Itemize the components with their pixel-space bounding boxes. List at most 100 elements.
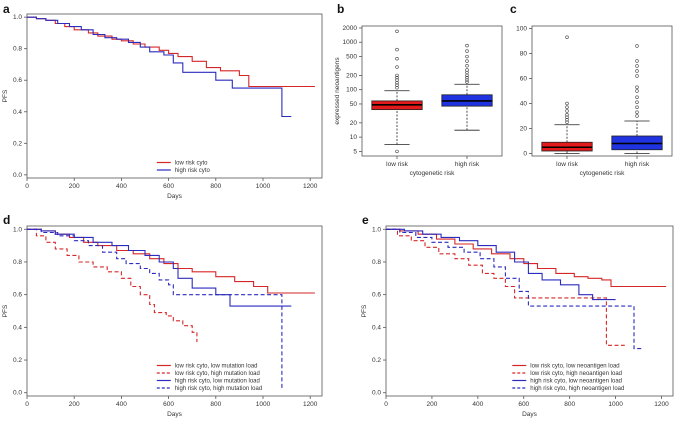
outlier-point-b-1 bbox=[395, 29, 399, 34]
outlier-point-c-2 bbox=[635, 64, 639, 68]
legend-label-d-4: high risk cyto, high mutation load bbox=[175, 386, 262, 392]
outlier-point-c-2 bbox=[635, 74, 639, 78]
x-tick-label-a: 200 bbox=[69, 183, 80, 190]
outlier-point-c-2 bbox=[635, 89, 639, 93]
x-tick-label-a: 1000 bbox=[256, 183, 271, 190]
panel-letter-b: b bbox=[337, 2, 344, 16]
y-tick-label-a: 0.6 bbox=[13, 77, 22, 84]
y-tick-label-b: 5 bbox=[353, 148, 357, 155]
outlier-point-c-1 bbox=[565, 120, 569, 124]
panel-letter-c: c bbox=[510, 2, 517, 16]
y-tick-label-b: 10 bbox=[350, 134, 358, 141]
km-curve-a-1 bbox=[27, 16, 315, 88]
x-tick-label-e: 0 bbox=[384, 401, 388, 408]
y-axis-label-e: PFS bbox=[361, 304, 368, 317]
x-tick-label-e: 800 bbox=[564, 401, 575, 408]
x-tick-label-d: 400 bbox=[116, 401, 127, 408]
outlier-point-c-2 bbox=[635, 105, 639, 109]
km-curve-d-4 bbox=[27, 228, 283, 390]
x-axis-label-e: Days bbox=[522, 411, 538, 418]
x-tick-label-d: 200 bbox=[69, 401, 80, 408]
x-tick-label-a: 400 bbox=[116, 183, 127, 190]
y-tick-label-e: 0.2 bbox=[372, 357, 381, 364]
y-tick-label-c: 60 bbox=[520, 76, 528, 83]
y-tick-label-c: 20 bbox=[520, 126, 528, 133]
y-tick-label-b: 100 bbox=[346, 87, 357, 94]
km-curve-e-3 bbox=[386, 228, 616, 301]
legend-label-e-4: high risk cyto, high neoantigen load bbox=[530, 386, 624, 392]
y-axis-label-d: PFS bbox=[2, 304, 9, 317]
outlier-point-c-2 bbox=[635, 114, 639, 118]
legend-label-d-2: low risk cyto, high mutation load bbox=[175, 371, 260, 377]
x-tick-label-d: 800 bbox=[210, 401, 221, 408]
y-tick-label-e: 1.0 bbox=[372, 226, 381, 233]
outlier-point-c-2 bbox=[635, 85, 639, 89]
y-tick-label-d: 0.6 bbox=[13, 292, 22, 299]
outlier-point-c-1 bbox=[565, 109, 569, 113]
plot-frame-c bbox=[531, 25, 673, 157]
outlier-point-b-2 bbox=[465, 43, 469, 48]
y-tick-label-a: 0.4 bbox=[13, 109, 22, 116]
y-tick-label-d: 0.0 bbox=[13, 390, 22, 397]
outlier-point-b-1 bbox=[395, 65, 399, 69]
outlier-point-c-1 bbox=[565, 115, 569, 119]
x-tick-label-a: 600 bbox=[163, 183, 174, 190]
x-tick-label-a: 0 bbox=[25, 183, 29, 190]
x-tick-label-b: high risk bbox=[455, 161, 480, 168]
km-curve-e-4 bbox=[386, 228, 644, 350]
y-tick-label-b: 200 bbox=[346, 72, 357, 79]
outlier-point-c-2 bbox=[635, 110, 639, 114]
y-tick-label-d: 0.2 bbox=[13, 357, 22, 364]
y-tick-label-b: 20 bbox=[350, 120, 358, 127]
plot-frame-a bbox=[26, 13, 323, 179]
y-tick-label-a: 0.2 bbox=[13, 140, 22, 147]
x-tick-label-e: 600 bbox=[518, 401, 529, 408]
outlier-point-c-1 bbox=[565, 35, 569, 39]
km-curve-a-2 bbox=[27, 16, 292, 118]
x-tick-label-e: 400 bbox=[472, 401, 483, 408]
outlier-point-c-1 bbox=[565, 105, 569, 109]
y-tick-label-a: 0.8 bbox=[13, 46, 22, 53]
plot-frame-e bbox=[385, 225, 674, 397]
x-axis-label-b: cytogenetic risk bbox=[410, 170, 456, 177]
x-tick-label-c: low risk bbox=[556, 161, 578, 168]
outlier-point-c-2 bbox=[635, 44, 639, 48]
x-tick-label-d: 600 bbox=[163, 401, 174, 408]
legend-label-e-1: low risk cyto, low neoantigen load bbox=[530, 364, 619, 370]
outlier-point-b-1 bbox=[395, 73, 399, 78]
outlier-point-b-2 bbox=[465, 80, 469, 84]
outlier-point-c-1 bbox=[565, 113, 569, 117]
x-tick-label-d: 1000 bbox=[256, 401, 271, 408]
y-tick-label-b: 1000 bbox=[343, 39, 358, 46]
outlier-point-b-2 bbox=[465, 49, 469, 53]
y-tick-label-a: 1.0 bbox=[13, 14, 22, 21]
km-curve-e-1 bbox=[386, 228, 667, 288]
outlier-point-c-2 bbox=[635, 100, 639, 104]
km-curve-d-3 bbox=[27, 228, 292, 307]
y-tick-label-b: 500 bbox=[346, 54, 357, 61]
x-axis-label-d: Days bbox=[167, 411, 183, 418]
outlier-point-c-2 bbox=[635, 69, 639, 73]
panel-letter-d: d bbox=[3, 213, 10, 227]
y-axis-label-a: PFS bbox=[2, 89, 9, 102]
legend-label-e-3: high risk cyto, low neoantigen load bbox=[530, 379, 622, 385]
outlier-point-b-1 bbox=[395, 75, 399, 80]
y-tick-label-d: 0.8 bbox=[13, 259, 22, 266]
outlier-point-b-2 bbox=[465, 75, 469, 80]
legend-label-a-2: high risk cyto bbox=[175, 168, 211, 174]
x-tick-label-a: 1200 bbox=[303, 183, 318, 190]
x-tick-label-a: 800 bbox=[210, 183, 221, 190]
outlier-point-b-2 bbox=[465, 78, 469, 82]
y-tick-label-a: 0.0 bbox=[13, 172, 22, 179]
outlier-point-c-2 bbox=[635, 59, 639, 63]
outlier-point-b-2 bbox=[465, 68, 469, 72]
y-axis-label-b: expressed neoantigens bbox=[334, 57, 341, 125]
y-tick-label-b: 2000 bbox=[343, 25, 358, 32]
outlier-point-b-1 bbox=[395, 56, 399, 61]
outlier-point-b-1 bbox=[395, 83, 399, 87]
y-tick-label-e: 0.6 bbox=[372, 292, 381, 299]
km-curve-e-2 bbox=[386, 228, 625, 346]
y-tick-label-c: 0 bbox=[523, 151, 527, 158]
legend-label-e-2: low risk cyto, high neoantigen load bbox=[530, 371, 622, 377]
